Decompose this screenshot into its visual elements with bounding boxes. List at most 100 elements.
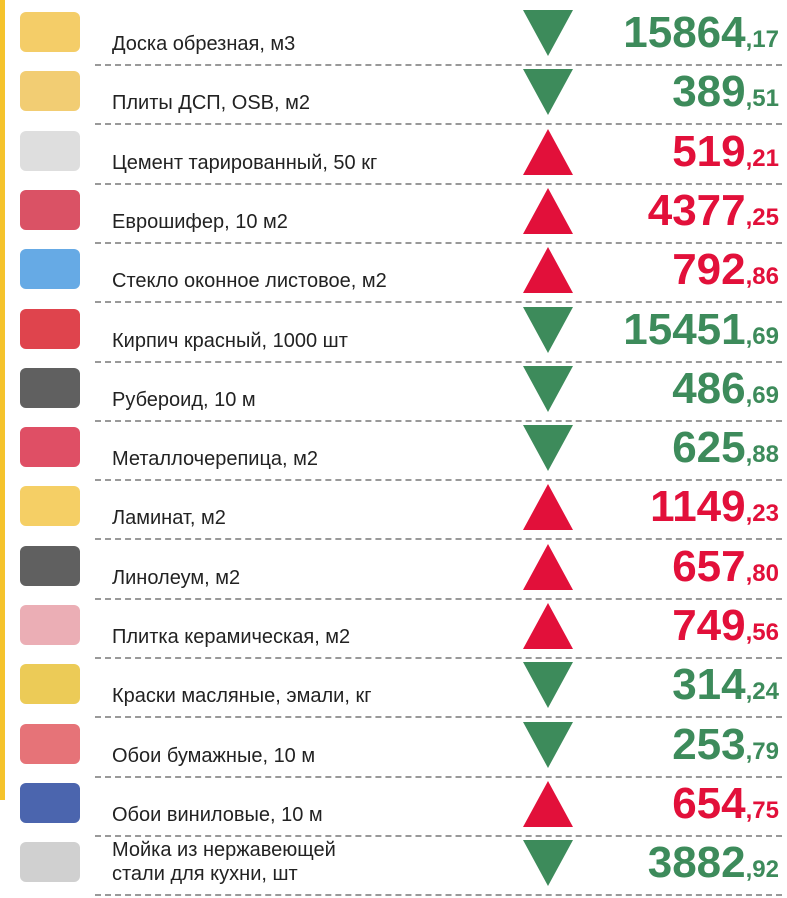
dashed-rule: [95, 716, 782, 718]
icon-shape: [20, 783, 80, 823]
page: Доска обрезная, м315864,17Плиты ДСП, OSB…: [0, 0, 787, 898]
icon-shape: [20, 842, 80, 882]
dashed-rule: [95, 64, 782, 66]
trend-arrow: [521, 67, 575, 117]
arrow-down: [523, 10, 573, 56]
price-int: 657: [672, 542, 745, 591]
price-frac: ,17: [746, 26, 779, 53]
icon-shape: [20, 486, 80, 526]
price-frac: ,88: [746, 441, 779, 468]
dashed-rule: [95, 598, 782, 600]
price-int: 253: [672, 720, 745, 769]
item-label: Обои бумажные, 10 м: [112, 744, 315, 768]
price: 15451,69: [623, 305, 779, 355]
dashed-rule: [95, 123, 782, 125]
dashed-rule: [95, 538, 782, 540]
price: 792,86: [672, 245, 779, 295]
trend-arrow: [521, 127, 575, 177]
price-frac: ,69: [746, 382, 779, 409]
dashed-rule: [95, 361, 782, 363]
arrow-up: [523, 188, 573, 234]
item-label: Плитка керамическая, м2: [112, 625, 350, 649]
price: 519,21: [672, 127, 779, 177]
price-int: 15451: [623, 305, 745, 354]
arrow-down: [523, 840, 573, 886]
icon-shape: [20, 546, 80, 586]
dashed-rule: [95, 657, 782, 659]
icon-shape: [20, 664, 80, 704]
dashed-rule: [95, 479, 782, 481]
item-label: Плиты ДСП, OSB, м2: [112, 91, 310, 115]
arrow-up: [523, 544, 573, 590]
price: 253,79: [672, 720, 779, 770]
icon-shape: [20, 368, 80, 408]
price-frac: ,79: [746, 738, 779, 765]
price-int: 486: [672, 364, 745, 413]
price-frac: ,21: [746, 145, 779, 172]
item-icon: [5, 184, 95, 234]
arrow-down: [523, 425, 573, 471]
item-icon: [5, 836, 95, 886]
dashed-rule: [95, 776, 782, 778]
price: 654,75: [672, 779, 779, 829]
item-label: Обои виниловые, 10 м: [112, 803, 323, 827]
arrow-down: [523, 722, 573, 768]
dashed-rule: [95, 301, 782, 303]
price-frac: ,24: [746, 678, 779, 705]
price-int: 625: [672, 423, 745, 472]
arrow-up: [523, 603, 573, 649]
icon-shape: [20, 309, 80, 349]
price-int: 654: [672, 779, 745, 828]
item-label: Еврошифер, 10 м2: [112, 210, 288, 234]
price: 749,56: [672, 601, 779, 651]
trend-arrow: [521, 542, 575, 592]
arrow-up: [523, 781, 573, 827]
trend-arrow: [521, 660, 575, 710]
price: 314,24: [672, 660, 779, 710]
item-label: Стекло оконное листовое, м2: [112, 269, 387, 293]
arrow-up: [523, 129, 573, 175]
item-icon: [5, 243, 95, 293]
trend-arrow: [521, 423, 575, 473]
price: 389,51: [672, 67, 779, 117]
arrow-down: [523, 662, 573, 708]
icon-shape: [20, 724, 80, 764]
item-icon: [5, 65, 95, 115]
dashed-rule: [95, 835, 782, 837]
dashed-rule: [95, 242, 782, 244]
item-label: Ламинат, м2: [112, 506, 226, 530]
item-icon: [5, 777, 95, 827]
price-frac: ,75: [746, 797, 779, 824]
price-int: 749: [672, 601, 745, 650]
price: 625,88: [672, 423, 779, 473]
item-icon: [5, 6, 95, 56]
trend-arrow: [521, 8, 575, 58]
price-frac: ,56: [746, 619, 779, 646]
arrow-down: [523, 307, 573, 353]
icon-shape: [20, 71, 80, 111]
price-frac: ,92: [746, 856, 779, 883]
item-icon: [5, 362, 95, 412]
item-label: Мойка из нержавеющей стали для кухни, шт: [112, 838, 336, 886]
price: 4377,25: [648, 186, 779, 236]
price-frac: ,69: [746, 323, 779, 350]
price-frac: ,80: [746, 560, 779, 587]
trend-arrow: [521, 779, 575, 829]
item-icon: [5, 658, 95, 708]
item-icon: [5, 421, 95, 471]
trend-arrow: [521, 186, 575, 236]
price: 3882,92: [648, 838, 779, 888]
arrow-down: [523, 366, 573, 412]
price: 657,80: [672, 542, 779, 592]
icon-shape: [20, 427, 80, 467]
item-icon: [5, 718, 95, 768]
price: 486,69: [672, 364, 779, 414]
item-icon: [5, 125, 95, 175]
trend-arrow: [521, 305, 575, 355]
item-icon: [5, 540, 95, 590]
item-icon: [5, 480, 95, 530]
price: 15864,17: [623, 8, 779, 58]
item-label: Цемент тарированный, 50 кг: [112, 151, 377, 175]
price-frac: ,25: [746, 204, 779, 231]
arrow-down: [523, 69, 573, 115]
